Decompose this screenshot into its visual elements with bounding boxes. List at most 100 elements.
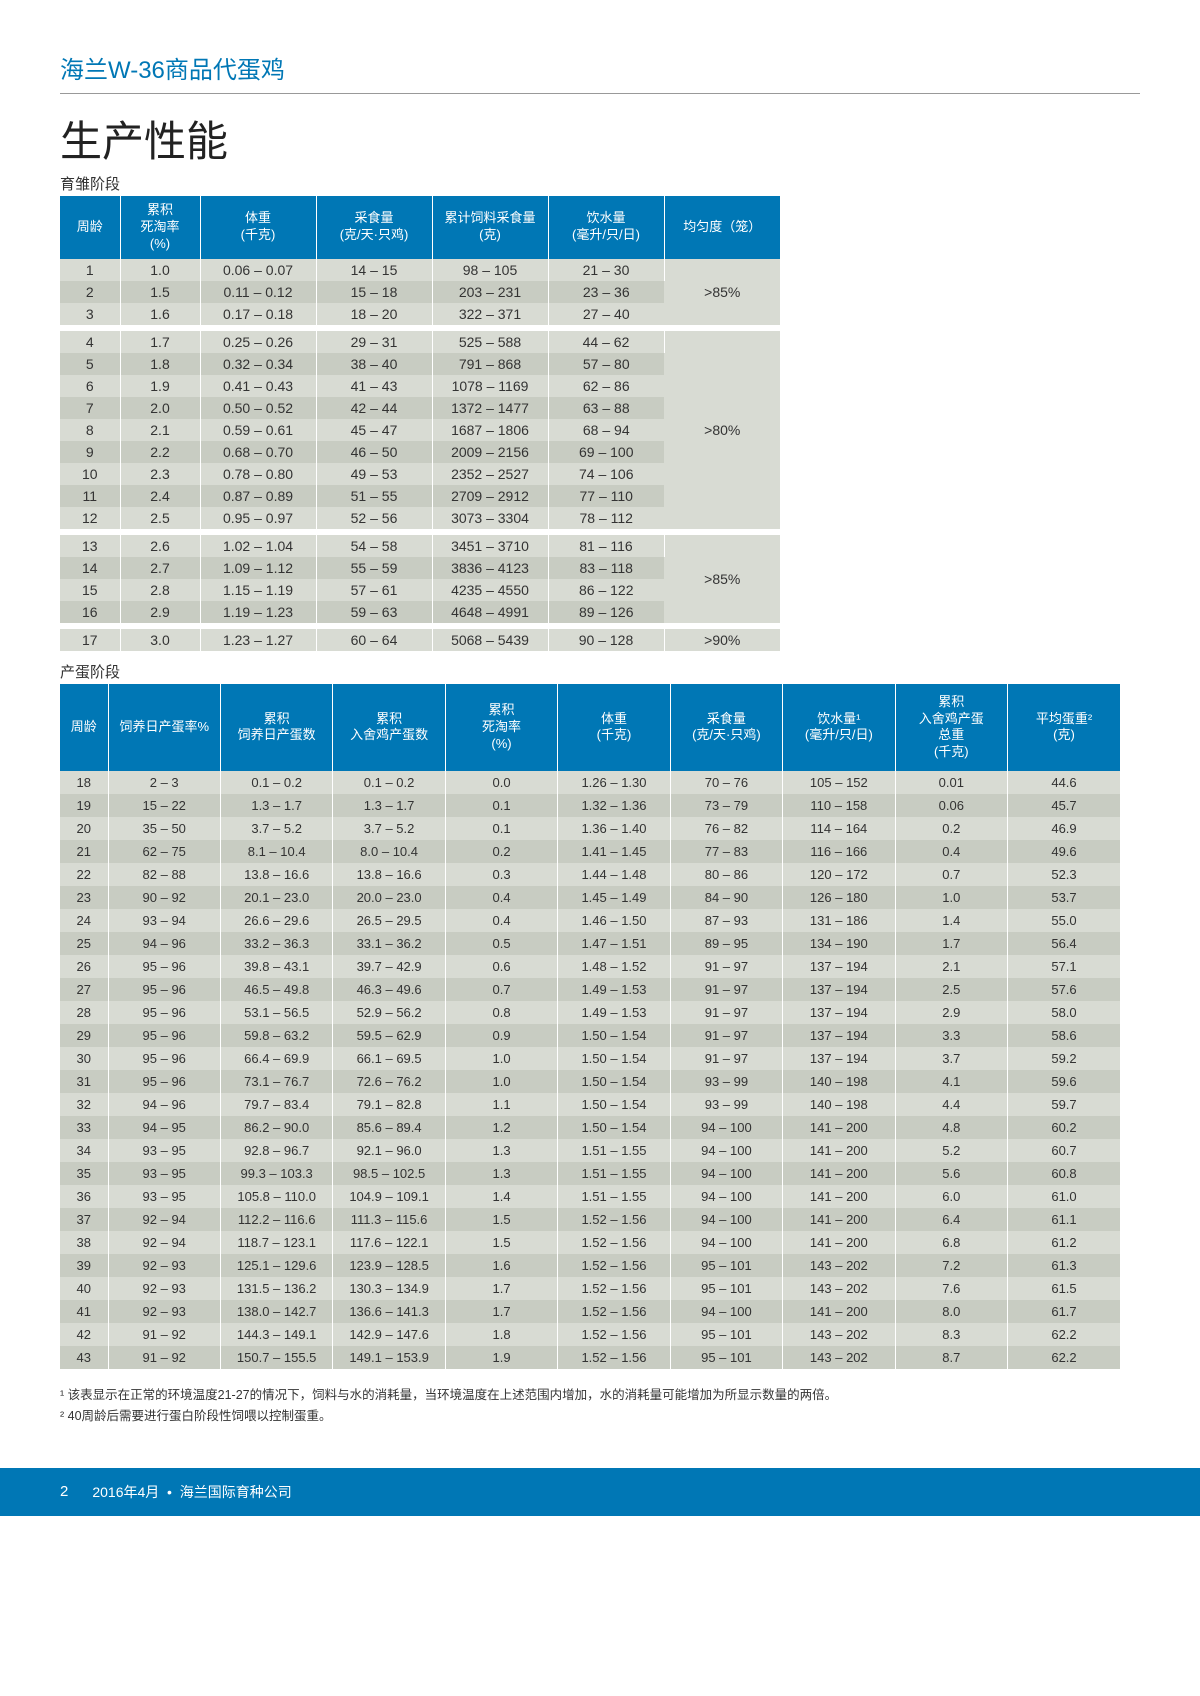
table-cell: 0.41 – 0.43 xyxy=(200,375,316,397)
table-cell: 62 – 75 xyxy=(108,840,220,863)
table-cell: 53.7 xyxy=(1008,886,1121,909)
table-cell: 46 – 50 xyxy=(316,441,432,463)
laying-table: 周龄饲养日产蛋率%累积饲养日产蛋数累积入舍鸡产蛋数累积死淘率(%)体重(千克)采… xyxy=(60,684,1120,1370)
table-cell: 34 xyxy=(60,1139,108,1162)
table-header: 周龄 xyxy=(60,196,120,259)
table-cell: 2 xyxy=(60,281,120,303)
table-cell: 79.1 – 82.8 xyxy=(333,1093,445,1116)
table-row: 3892 – 94118.7 – 123.1117.6 – 122.11.51.… xyxy=(60,1231,1120,1254)
table-cell: 1.3 – 1.7 xyxy=(333,794,445,817)
table-cell: 1.45 – 1.49 xyxy=(558,886,670,909)
table-cell: 0.2 xyxy=(895,817,1007,840)
table-cell: 2.1 xyxy=(895,955,1007,978)
table-cell: 525 – 588 xyxy=(432,331,548,353)
table-cell: 44 – 62 xyxy=(548,331,664,353)
table-cell: 0.1 – 0.2 xyxy=(220,771,332,794)
table-row: 4291 – 92144.3 – 149.1142.9 – 147.61.81.… xyxy=(60,1323,1120,1346)
table-cell: 93 – 99 xyxy=(670,1093,782,1116)
table-cell: 5068 – 5439 xyxy=(432,629,548,651)
table-cell: 2.7 xyxy=(120,557,200,579)
table-cell: 92 – 94 xyxy=(108,1231,220,1254)
table-cell: 15 – 18 xyxy=(316,281,432,303)
table-cell: 85.6 – 89.4 xyxy=(333,1116,445,1139)
table-cell: 23 xyxy=(60,886,108,909)
table-cell: 73 – 79 xyxy=(670,794,782,817)
table-cell: 137 – 194 xyxy=(783,1001,895,1024)
table-cell: 1.3 xyxy=(445,1162,557,1185)
table-cell: 1.7 xyxy=(895,932,1007,955)
table-cell: 2 – 3 xyxy=(108,771,220,794)
table-cell: 93 – 95 xyxy=(108,1139,220,1162)
table-cell: 55 – 59 xyxy=(316,557,432,579)
table-row: 173.01.23 – 1.2760 – 645068 – 543990 – 1… xyxy=(60,629,780,651)
table-row: 2695 – 9639.8 – 43.139.7 – 42.90.61.48 –… xyxy=(60,955,1120,978)
table-cell: 59.6 xyxy=(1008,1070,1121,1093)
table-cell: 150.7 – 155.5 xyxy=(220,1346,332,1369)
table-cell: 57.6 xyxy=(1008,978,1121,1001)
table-cell: 118.7 – 123.1 xyxy=(220,1231,332,1254)
table-row: 2795 – 9646.5 – 49.846.3 – 49.60.71.49 –… xyxy=(60,978,1120,1001)
table-row: 3095 – 9666.4 – 69.966.1 – 69.51.01.50 –… xyxy=(60,1047,1120,1070)
table-cell: 57.1 xyxy=(1008,955,1121,978)
table-cell: 1.44 – 1.48 xyxy=(558,863,670,886)
table-cell: 95 – 101 xyxy=(670,1346,782,1369)
table-cell: 21 – 30 xyxy=(548,259,664,281)
table-cell: 36 xyxy=(60,1185,108,1208)
table-cell: 4.1 xyxy=(895,1070,1007,1093)
table-cell: 12 xyxy=(60,507,120,529)
table-cell: 1.49 – 1.53 xyxy=(558,1001,670,1024)
table-cell: 95 – 101 xyxy=(670,1277,782,1300)
table-cell: 1.3 – 1.7 xyxy=(220,794,332,817)
table-cell: 92 – 94 xyxy=(108,1208,220,1231)
table-cell: 86 – 122 xyxy=(548,579,664,601)
table-cell: 27 xyxy=(60,978,108,1001)
table-cell: 134 – 190 xyxy=(783,932,895,955)
table-header: 累积死淘率(%) xyxy=(445,684,557,772)
table-cell: 26.6 – 29.6 xyxy=(220,909,332,932)
table-cell: 38 – 40 xyxy=(316,353,432,375)
table-cell: 137 – 194 xyxy=(783,955,895,978)
uniformity-cell: >85% xyxy=(664,535,780,623)
table-cell: 39.8 – 43.1 xyxy=(220,955,332,978)
table-cell: 1.19 – 1.23 xyxy=(200,601,316,623)
page-number: 2 xyxy=(60,1483,68,1500)
table-cell: 91 – 97 xyxy=(670,1024,782,1047)
table-cell: 13.8 – 16.6 xyxy=(220,863,332,886)
table-cell: 1.49 – 1.53 xyxy=(558,978,670,1001)
table-cell: 1.4 xyxy=(445,1185,557,1208)
table-cell: 1.02 – 1.04 xyxy=(200,535,316,557)
table-cell: 52.9 – 56.2 xyxy=(333,1001,445,1024)
table-cell: 53.1 – 56.5 xyxy=(220,1001,332,1024)
table-cell: 58.0 xyxy=(1008,1001,1121,1024)
table-cell: 94 – 100 xyxy=(670,1208,782,1231)
table-row: 182 – 30.1 – 0.20.1 – 0.20.01.26 – 1.307… xyxy=(60,771,1120,794)
table-cell: 2.9 xyxy=(895,1001,1007,1024)
table-cell: 60.7 xyxy=(1008,1139,1121,1162)
table-cell: 0.8 xyxy=(445,1001,557,1024)
table-cell: 0.2 xyxy=(445,840,557,863)
table-cell: 56.4 xyxy=(1008,932,1121,955)
table-cell: 0.1 xyxy=(445,794,557,817)
table-cell: 59.7 xyxy=(1008,1093,1121,1116)
table-cell: 39 xyxy=(60,1254,108,1277)
table-cell: 35 – 50 xyxy=(108,817,220,840)
table-header: 累计饲料采食量(克) xyxy=(432,196,548,259)
table-cell: 1.26 – 1.30 xyxy=(558,771,670,794)
table-cell: 141 – 200 xyxy=(783,1139,895,1162)
table-cell: 95 – 96 xyxy=(108,955,220,978)
table-cell: 0.25 – 0.26 xyxy=(200,331,316,353)
table-cell: 45.7 xyxy=(1008,794,1121,817)
table-cell: 72.6 – 76.2 xyxy=(333,1070,445,1093)
table-cell: 3.3 xyxy=(895,1024,1007,1047)
table-cell: 0.06 – 0.07 xyxy=(200,259,316,281)
table-cell: 141 – 200 xyxy=(783,1116,895,1139)
table-cell: 114 – 164 xyxy=(783,817,895,840)
table-cell: 5.6 xyxy=(895,1162,1007,1185)
table-cell: 1.6 xyxy=(445,1254,557,1277)
table-cell: 143 – 202 xyxy=(783,1346,895,1369)
table-cell: 91 – 97 xyxy=(670,1001,782,1024)
table-cell: 1.32 – 1.36 xyxy=(558,794,670,817)
table-cell: 41 xyxy=(60,1300,108,1323)
table-cell: 81 – 116 xyxy=(548,535,664,557)
table-cell: 7.6 xyxy=(895,1277,1007,1300)
